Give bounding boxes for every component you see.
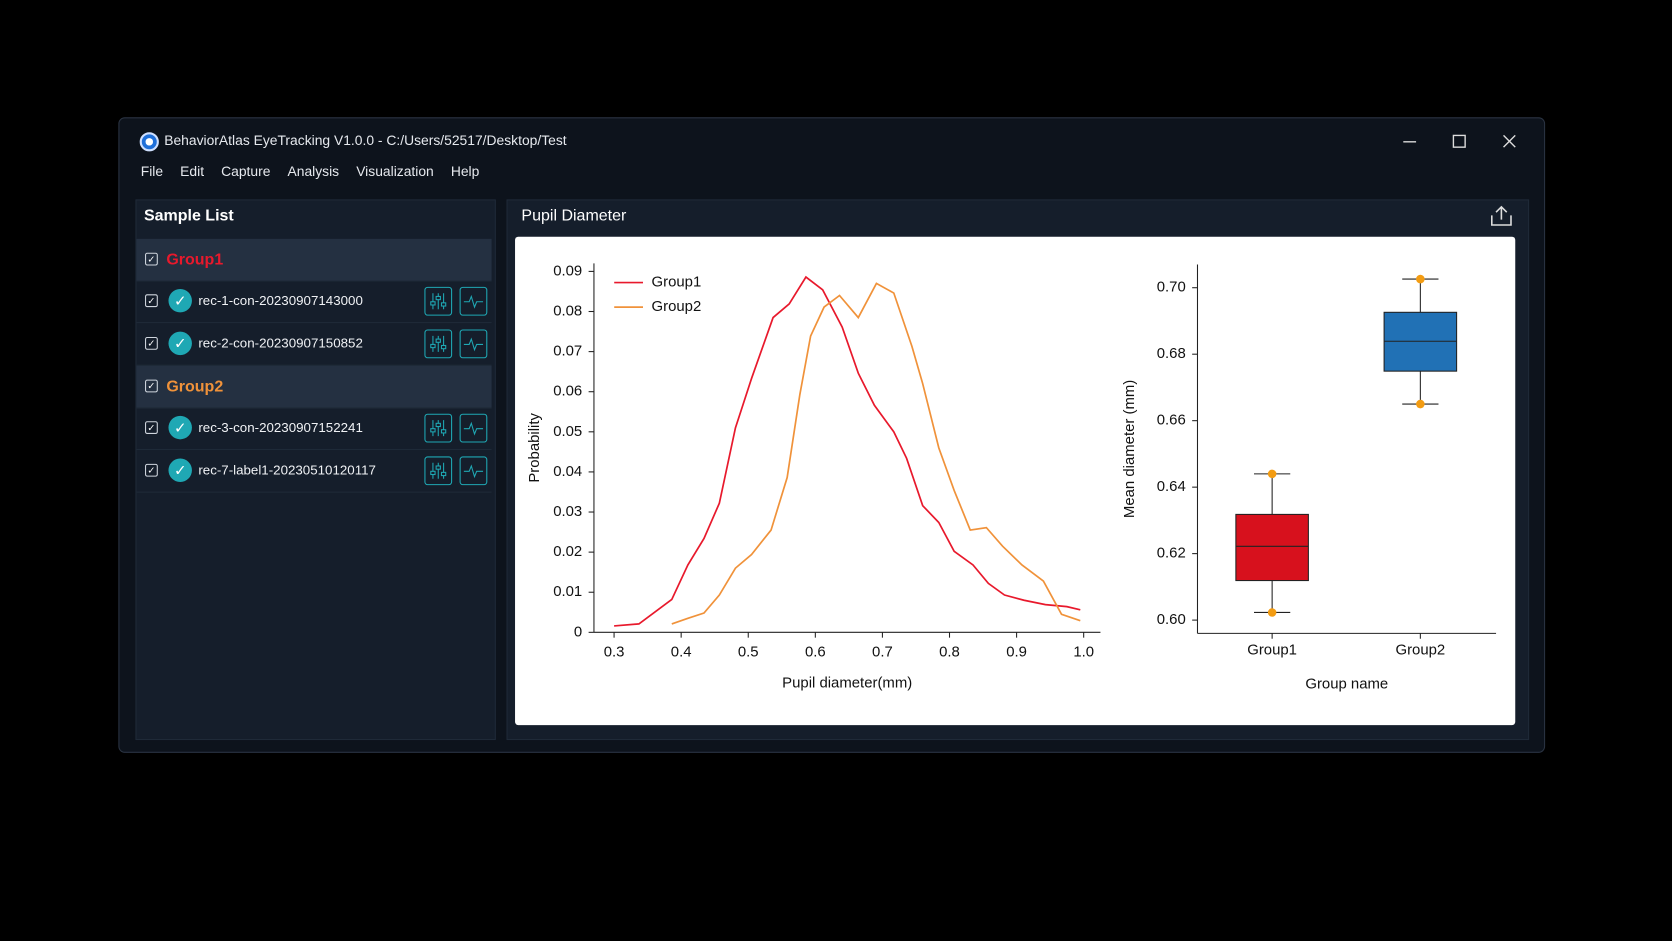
x-tick-label: Group2: [1395, 641, 1445, 658]
status-icon: ✓: [168, 415, 192, 440]
sample-row[interactable]: ✓ ✓ rec-2-con-20230907150852: [136, 323, 492, 366]
x-axis-label: Pupil diameter(mm): [782, 674, 912, 691]
x-tick-label: 0.8: [939, 644, 960, 661]
pulse-icon: [463, 464, 484, 479]
max-dot: [1416, 274, 1425, 284]
sample-name: rec-7-label1-20230510120117: [198, 462, 376, 478]
y-tick-label: 0.07: [553, 343, 582, 360]
x-tick-label: 1.0: [1073, 644, 1094, 661]
group-name: Group2: [166, 377, 224, 396]
sample-list-title: Sample List: [143, 206, 234, 225]
data-line: [671, 282, 1081, 625]
window-controls[interactable]: [1397, 130, 1525, 153]
group-row[interactable]: ✓ Group1: [136, 238, 492, 282]
checkbox[interactable]: ✓: [145, 336, 158, 350]
min-dot: [1267, 608, 1277, 617]
export-button[interactable]: [1489, 204, 1515, 230]
y-axis-label: Mean diameter (mm): [1121, 380, 1138, 518]
sample-name: rec-1-con-20230907143000: [198, 293, 363, 309]
legend-label: Group1: [652, 274, 702, 291]
status-icon: ✓: [168, 288, 192, 313]
x-tick-label: 0.4: [671, 644, 692, 661]
signal-button[interactable]: [459, 329, 488, 359]
checkbox[interactable]: ✓: [145, 379, 158, 393]
settings-button[interactable]: [424, 413, 453, 443]
status-icon: ✓: [168, 331, 192, 356]
menu-item[interactable]: Analysis: [287, 163, 340, 180]
min-dot: [1416, 399, 1425, 409]
checkbox[interactable]: ✓: [145, 463, 158, 477]
checkbox[interactable]: ✓: [145, 421, 158, 434]
y-tick-label: 0.09: [553, 262, 582, 279]
signal-button[interactable]: [459, 456, 488, 486]
sliders-icon: [430, 293, 447, 310]
sample-row[interactable]: ✓ ✓ rec-7-label1-20230510120117: [136, 450, 492, 493]
x-tick-label: 0.5: [738, 644, 759, 661]
app-icon: [139, 132, 159, 152]
y-tick-label: 0.60: [1157, 611, 1186, 628]
sample-row[interactable]: ✓ ✓ rec-3-con-20230907152241: [136, 407, 492, 450]
x-tick-label: 0.3: [604, 644, 625, 661]
settings-button[interactable]: [424, 456, 453, 486]
checkbox[interactable]: ✓: [145, 252, 158, 266]
y-tick-label: 0.68: [1157, 345, 1186, 362]
y-tick-label: 0: [574, 623, 582, 640]
y-tick-label: 0.03: [553, 503, 582, 520]
menu-bar: File Edit Capture Analysis Visualization Help: [141, 163, 480, 179]
sample-name: rec-3-con-20230907152241: [198, 420, 363, 436]
x-tick-label: 0.9: [1006, 644, 1027, 661]
y-tick-label: 0.04: [553, 463, 582, 480]
sample-name: rec-2-con-20230907150852: [198, 335, 363, 351]
x-axis-label: Group name: [1305, 676, 1388, 693]
settings-button[interactable]: [424, 329, 453, 359]
y-tick-label: 0.70: [1157, 279, 1186, 296]
panel-title: Pupil Diameter: [521, 206, 627, 225]
window-title: BehaviorAtlas EyeTracking V1.0.0 - C:/Us…: [164, 132, 567, 149]
y-tick-label: 0.64: [1157, 478, 1186, 495]
pulse-icon: [463, 337, 484, 352]
legend-label: Group2: [652, 298, 702, 315]
status-icon: ✓: [168, 458, 192, 482]
plot-area: [515, 236, 1516, 726]
y-tick-label: 0.02: [553, 543, 582, 560]
y-tick-label: 0.01: [553, 583, 582, 600]
y-tick-label: 0.05: [553, 423, 582, 440]
x-tick-label: 0.6: [805, 644, 826, 661]
group-name: Group1: [166, 250, 224, 269]
data-line: [614, 275, 1081, 627]
box: [1235, 513, 1309, 582]
menu-item[interactable]: Capture: [221, 163, 271, 180]
y-axis-label: Probability: [526, 413, 543, 483]
x-tick-label: 0.7: [872, 644, 893, 661]
sliders-icon: [430, 420, 447, 437]
checkbox[interactable]: ✓: [145, 294, 158, 308]
settings-button[interactable]: [424, 286, 453, 316]
group-row[interactable]: ✓ Group2: [136, 365, 492, 409]
pulse-icon: [463, 294, 484, 309]
menu-item[interactable]: Edit: [180, 163, 205, 180]
y-tick-label: 0.62: [1157, 545, 1186, 562]
signal-button[interactable]: [459, 286, 488, 316]
signal-button[interactable]: [459, 413, 488, 443]
menu-item[interactable]: File: [140, 163, 164, 180]
y-tick-label: 0.08: [553, 302, 582, 319]
sliders-icon: [430, 335, 447, 352]
y-tick-label: 0.06: [553, 383, 582, 400]
max-dot: [1267, 469, 1277, 479]
y-tick-label: 0.66: [1157, 412, 1186, 429]
x-tick-label: Group1: [1247, 641, 1297, 658]
sliders-icon: [430, 462, 447, 479]
menu-item[interactable]: Help: [450, 163, 480, 180]
sample-row[interactable]: ✓ ✓ rec-1-con-20230907143000: [136, 280, 492, 324]
menu-item[interactable]: Visualization: [356, 163, 434, 180]
pulse-icon: [463, 421, 484, 436]
